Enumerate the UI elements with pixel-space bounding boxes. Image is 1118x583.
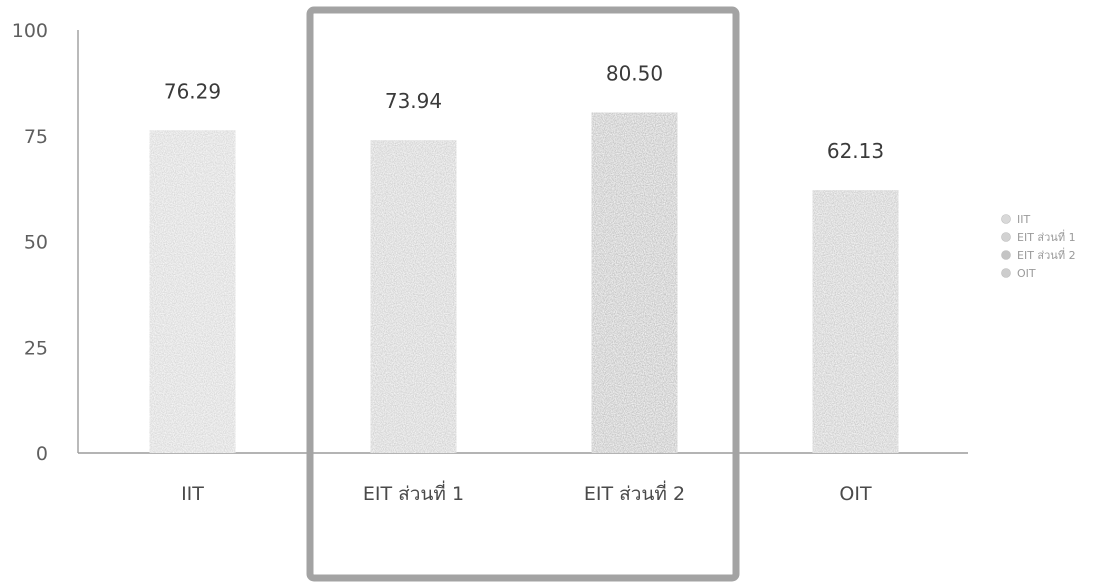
y-tick-label: 75: [24, 126, 48, 148]
data-label: 76.29: [164, 79, 221, 103]
legend-marker: [1001, 214, 1011, 224]
data-label: 80.50: [606, 61, 663, 85]
bar: [812, 190, 899, 453]
y-tick-label: 0: [36, 443, 48, 465]
category-label: OIT: [839, 483, 872, 505]
y-tick-label: 100: [12, 20, 48, 42]
y-tick-label: 25: [24, 337, 48, 359]
bar: [591, 112, 678, 454]
legend-entry: EIT ส่วนที่ 1: [1017, 229, 1076, 244]
bar: [370, 140, 457, 453]
legend-marker: [1001, 250, 1011, 260]
highlight-rectangle: [306, 6, 740, 582]
highlight-box: [306, 6, 740, 582]
category-label: EIT ส่วนที่ 2: [584, 480, 685, 505]
legend-entry: OIT: [1017, 267, 1036, 280]
bar: [149, 130, 236, 453]
y-tick-label: 50: [24, 232, 48, 254]
data-label: 73.94: [385, 89, 442, 113]
legend-marker: [1001, 232, 1011, 242]
category-labels: IIT EIT ส่วนที่ 1 EIT ส่วนที่ 2 OIT: [181, 480, 872, 505]
legend-marker: [1001, 268, 1011, 278]
legend-entry: EIT ส่วนที่ 2: [1017, 247, 1076, 262]
category-label: EIT ส่วนที่ 1: [363, 480, 464, 505]
legend: IIT EIT ส่วนที่ 1 EIT ส่วนที่ 2 OIT: [1001, 213, 1076, 280]
legend-entry: IIT: [1017, 213, 1030, 226]
bars: [149, 112, 899, 454]
data-label: 62.13: [827, 139, 884, 163]
category-label: IIT: [181, 483, 204, 505]
data-labels: 76.29 73.94 80.50 62.13: [164, 61, 884, 163]
y-axis: 0 25 50 75 100: [12, 20, 79, 465]
